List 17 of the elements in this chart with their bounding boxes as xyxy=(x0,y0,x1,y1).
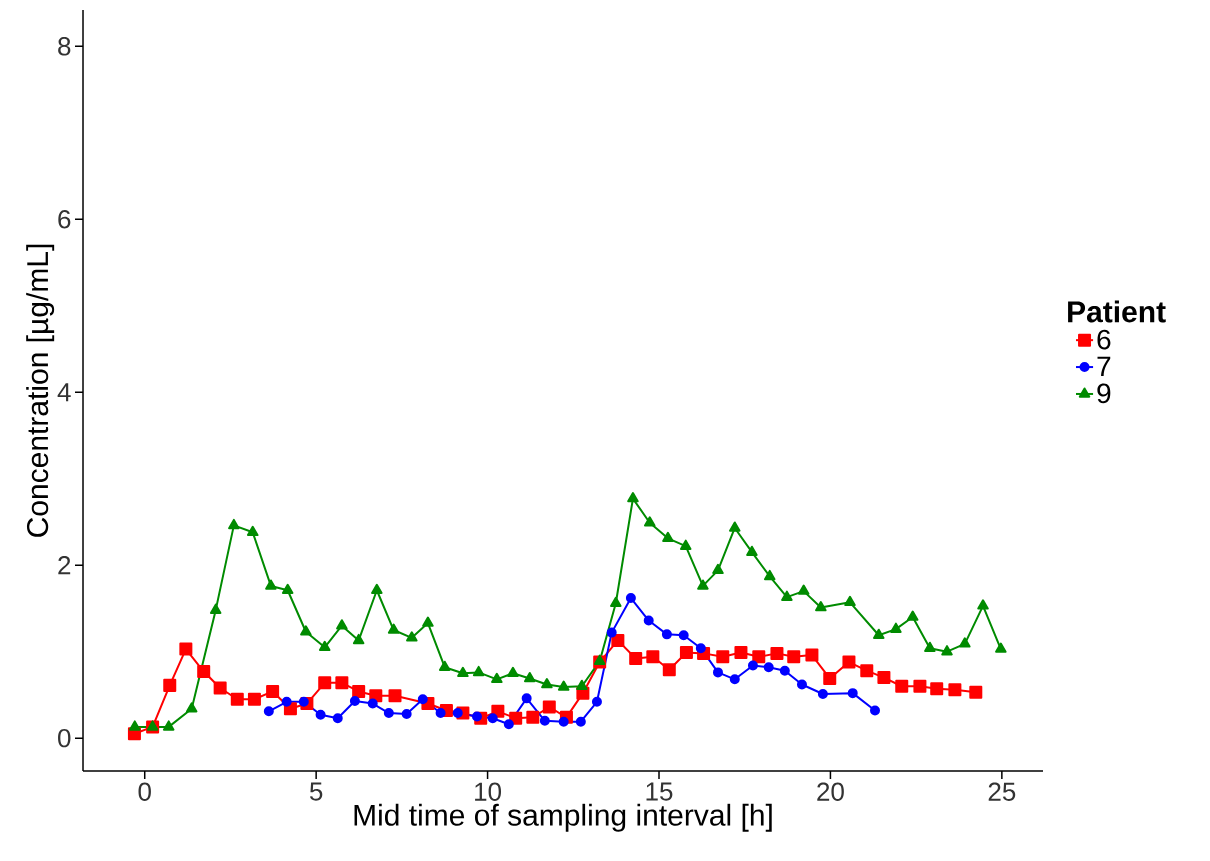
x-axis-title: Mid time of sampling interval [h] xyxy=(354,803,772,832)
x-tick-label: 20 xyxy=(817,782,844,801)
x-tick-label: 0 xyxy=(138,782,151,801)
x-tick-label: 10 xyxy=(475,782,502,801)
legend-label: 7 xyxy=(1097,356,1111,376)
y-tick-label: 0 xyxy=(58,728,71,748)
y-axis-title: Concentration [µg/mL] xyxy=(26,244,55,537)
legend-label: 9 xyxy=(1097,383,1111,404)
legend-label: 6 xyxy=(1097,329,1111,350)
x-tick-label: 25 xyxy=(988,782,1016,801)
x-tick-label: 15 xyxy=(646,782,673,801)
y-tick-label: 4 xyxy=(57,383,71,402)
y-tick-label: 6 xyxy=(58,210,71,229)
x-tick-label: 5 xyxy=(309,782,323,801)
y-tick-label: 2 xyxy=(58,556,71,575)
y-tick-label: 8 xyxy=(58,37,71,56)
legend-title: Patient xyxy=(1068,300,1166,323)
